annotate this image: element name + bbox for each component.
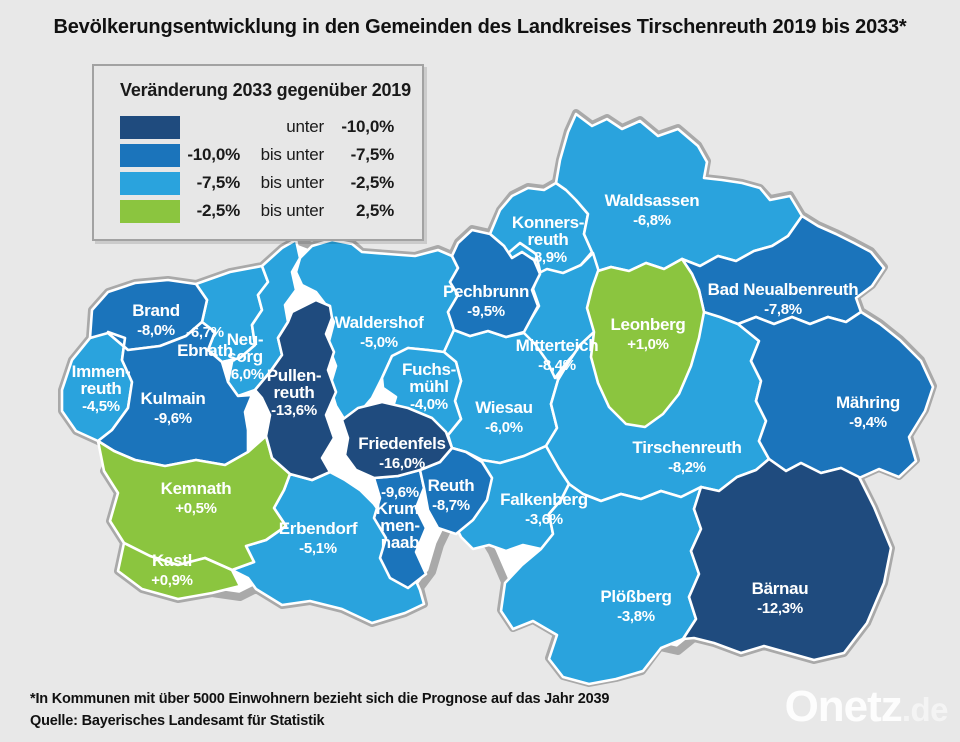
legend-row-green: -2,5% bis unter 2,5% (94, 197, 422, 225)
legend-text: -2,5% (196, 201, 241, 220)
legend-row-light: -7,5% bis unter -2,5% (94, 169, 422, 197)
region-label-waldershof: Waldershof -5,0% (335, 313, 425, 351)
region-label-pechbrunn: Pechbrunn -9,5% (443, 282, 529, 320)
footnote: *In Kommunen mit über 5000 Einwohnern be… (30, 691, 610, 707)
region-label-brand: Brand -8,0% (132, 301, 180, 339)
watermark-tld: .de (901, 691, 949, 728)
region-label-tirschenreuth: Tirschenreuth -8,2% (632, 438, 741, 476)
region-bad-neualbenreuth (680, 214, 886, 326)
region-label-kulmain: Kulmain -9,6% (141, 389, 206, 427)
watermark-main: Onetz (784, 682, 903, 731)
region-pullenreuth (253, 298, 338, 482)
legend-text: bis unter (260, 201, 325, 220)
region-label-ploessberg: Plößberg -3,8% (600, 587, 671, 625)
region-label-mitterteich: Mitterteich -8,4% (516, 336, 599, 374)
legend-row-dark: unter -10,0% (94, 113, 422, 141)
legend-text: bis unter (260, 173, 325, 192)
legend-text: unter (286, 117, 324, 136)
region-label-konnersreuth: Konners-reuth -8,9% (512, 213, 584, 266)
legend-row-mid: -10,0% bis unter -7,5% (94, 141, 422, 169)
legend-rows: unter -10,0% -10,0% bis unter -7,5% -7,5% bis … (94, 113, 422, 225)
region-label-bad-neualbenreuth: Bad Neualbenreuth -7,8% (708, 280, 859, 318)
region-label-pullenreuth: Pullen-reuth -13,6% (267, 366, 322, 419)
region-label-neusorg: Neu-sorg -6,0% (226, 330, 264, 383)
legend-swatch-dark (120, 115, 180, 139)
onetz-watermark: Onetz.de (784, 682, 949, 732)
region-label-reuth: Reuth -8,7% (428, 476, 475, 514)
source-line: Quelle: Bayerisches Landesamt für Statis… (30, 713, 325, 729)
region-kastl (116, 541, 242, 601)
region-label-wiesau: Wiesau -6,0% (475, 398, 533, 436)
region-label-kastl: Kastl +0,9% (151, 551, 192, 589)
legend-swatch-green (120, 199, 180, 223)
region-friedenfels (340, 400, 454, 480)
region-label-erbendorf: Erbendorf -5,1% (279, 519, 358, 557)
region-baernau (681, 457, 893, 662)
legend-text: -7,5% (196, 173, 241, 192)
region-label-waldsassen: Waldsassen -6,8% (605, 191, 700, 229)
page-title: Bevölkerungsentwicklung in den Gemeinden… (53, 16, 907, 38)
region-leonberg (585, 257, 706, 429)
region-label-baernau: Bärnau -12,3% (752, 579, 809, 617)
region-label-krummennaab: -9,6% Krum-men-naab (376, 484, 425, 552)
region-label-fuchsmuehl: Fuchs-mühl -4,0% (402, 360, 456, 413)
region-pechbrunn (446, 228, 542, 339)
region-label-kemnath: Kemnath +0,5% (161, 479, 232, 517)
legend-text: -10,0% (341, 117, 394, 136)
legend-text: -7,5% (350, 145, 395, 164)
legend-text: -2,5% (350, 173, 395, 192)
legend-text: 2,5% (356, 201, 394, 220)
region-label-friedenfels: Friedenfels -16,0% (358, 434, 445, 472)
legend-swatch-light (120, 171, 180, 195)
region-label-falkenberg: Falkenberg -3,6% (500, 490, 588, 528)
region-label-ebnath: -6,7% Ebnath (177, 324, 233, 360)
legend-text: -10,0% (187, 145, 240, 164)
region-label-maehring: Mähring -9,4% (836, 393, 900, 431)
legend: Veränderung 2033 gegenüber 2019 unter -10… (92, 64, 424, 241)
legend-swatch-mid (120, 143, 180, 167)
region-label-leonberg: Leonberg +1,0% (610, 315, 685, 353)
region-label-immenreuth: Immen-reuth -4,5% (72, 362, 131, 415)
legend-title: Veränderung 2033 gegenüber 2019 (120, 80, 411, 100)
legend-text: bis unter (260, 145, 325, 164)
